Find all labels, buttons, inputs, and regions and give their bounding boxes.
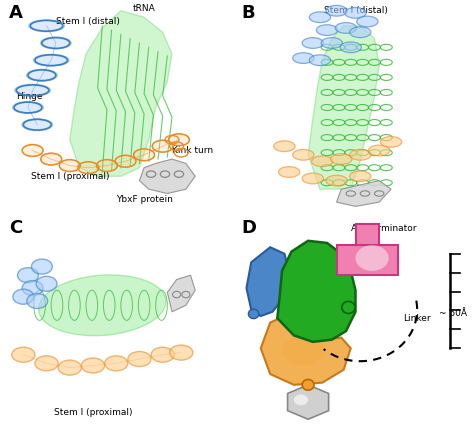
Ellipse shape bbox=[309, 55, 331, 66]
Ellipse shape bbox=[311, 156, 333, 166]
Text: Stem I (proximal): Stem I (proximal) bbox=[30, 172, 109, 181]
Ellipse shape bbox=[35, 356, 58, 371]
Ellipse shape bbox=[13, 101, 43, 114]
Text: tRNA: tRNA bbox=[298, 274, 328, 285]
Ellipse shape bbox=[302, 38, 324, 49]
Polygon shape bbox=[277, 241, 356, 342]
Ellipse shape bbox=[27, 293, 48, 309]
Polygon shape bbox=[139, 159, 195, 194]
Ellipse shape bbox=[58, 360, 82, 375]
Ellipse shape bbox=[330, 154, 352, 165]
Ellipse shape bbox=[273, 141, 295, 152]
Ellipse shape bbox=[368, 145, 390, 156]
Polygon shape bbox=[337, 181, 391, 206]
Ellipse shape bbox=[151, 347, 174, 362]
FancyBboxPatch shape bbox=[356, 224, 379, 245]
Ellipse shape bbox=[309, 12, 331, 22]
Ellipse shape bbox=[33, 54, 69, 66]
Text: A: A bbox=[9, 4, 23, 22]
Ellipse shape bbox=[349, 27, 371, 38]
Ellipse shape bbox=[105, 356, 128, 371]
Ellipse shape bbox=[36, 276, 57, 292]
Text: B: B bbox=[242, 4, 255, 22]
Ellipse shape bbox=[356, 16, 378, 27]
Ellipse shape bbox=[302, 173, 324, 184]
Ellipse shape bbox=[321, 38, 342, 49]
Ellipse shape bbox=[18, 267, 38, 283]
Text: Stem I (distal): Stem I (distal) bbox=[56, 17, 120, 26]
Ellipse shape bbox=[41, 153, 62, 165]
Text: Stem I (distal): Stem I (distal) bbox=[324, 6, 387, 15]
Ellipse shape bbox=[170, 345, 193, 360]
Text: D: D bbox=[242, 219, 257, 237]
Ellipse shape bbox=[249, 260, 277, 299]
Ellipse shape bbox=[22, 144, 43, 157]
Polygon shape bbox=[246, 247, 289, 316]
Ellipse shape bbox=[278, 166, 300, 177]
Ellipse shape bbox=[335, 22, 356, 34]
Ellipse shape bbox=[152, 140, 173, 152]
Ellipse shape bbox=[345, 7, 366, 18]
Circle shape bbox=[248, 309, 259, 319]
Ellipse shape bbox=[97, 160, 118, 172]
FancyBboxPatch shape bbox=[337, 245, 398, 275]
Ellipse shape bbox=[22, 280, 43, 296]
Polygon shape bbox=[70, 11, 172, 176]
Ellipse shape bbox=[294, 395, 308, 405]
Polygon shape bbox=[261, 316, 351, 385]
Text: tRNA: tRNA bbox=[133, 4, 155, 13]
Ellipse shape bbox=[40, 37, 71, 49]
Text: Hinge: Hinge bbox=[16, 92, 43, 101]
Ellipse shape bbox=[31, 259, 52, 274]
Ellipse shape bbox=[282, 335, 325, 366]
Text: C: C bbox=[9, 219, 23, 237]
Ellipse shape bbox=[28, 20, 64, 32]
Ellipse shape bbox=[292, 150, 314, 160]
Ellipse shape bbox=[380, 137, 402, 147]
Text: Antiterminator: Antiterminator bbox=[351, 224, 417, 233]
Text: Linker: Linker bbox=[403, 314, 430, 322]
Ellipse shape bbox=[128, 352, 151, 366]
Ellipse shape bbox=[326, 6, 347, 16]
Circle shape bbox=[342, 301, 355, 313]
Ellipse shape bbox=[356, 245, 389, 271]
Ellipse shape bbox=[38, 275, 166, 336]
Polygon shape bbox=[167, 275, 195, 312]
Ellipse shape bbox=[82, 358, 105, 373]
Ellipse shape bbox=[78, 162, 99, 174]
Ellipse shape bbox=[22, 119, 53, 131]
Text: YbxF protein: YbxF protein bbox=[116, 196, 173, 204]
Ellipse shape bbox=[12, 347, 35, 362]
Ellipse shape bbox=[349, 150, 371, 160]
Circle shape bbox=[302, 380, 314, 390]
Ellipse shape bbox=[340, 42, 361, 52]
Ellipse shape bbox=[115, 155, 136, 167]
Ellipse shape bbox=[59, 160, 80, 172]
Polygon shape bbox=[308, 26, 379, 189]
Text: Kink turn: Kink turn bbox=[172, 146, 213, 155]
Text: ~ 60Å: ~ 60Å bbox=[439, 310, 467, 318]
Ellipse shape bbox=[27, 69, 57, 81]
Ellipse shape bbox=[292, 53, 314, 64]
Ellipse shape bbox=[168, 134, 190, 146]
Ellipse shape bbox=[13, 289, 34, 304]
Ellipse shape bbox=[326, 175, 347, 186]
Ellipse shape bbox=[349, 171, 371, 181]
Ellipse shape bbox=[134, 149, 155, 161]
Polygon shape bbox=[288, 385, 328, 419]
Text: Stem I (proximal): Stem I (proximal) bbox=[54, 408, 132, 417]
Ellipse shape bbox=[316, 25, 337, 36]
Ellipse shape bbox=[15, 84, 51, 96]
